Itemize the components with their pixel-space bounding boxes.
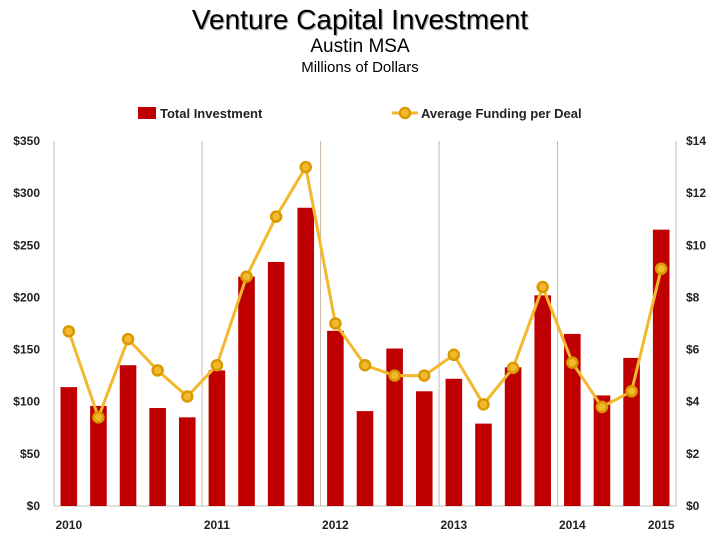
legend: Total Investment Average Funding per Dea… [138,106,582,121]
bar-total-investment [267,261,285,506]
x-tick-label: 2015 [648,518,675,532]
bar-total-investment [208,370,226,506]
x-tick-label: 2014 [559,518,586,532]
bar-total-investment [415,391,433,506]
chart-subtitle: Austin MSA [310,36,410,57]
point-average-funding [358,358,372,372]
point-average-funding [625,385,638,398]
y-left-tick-label: $350 [13,134,40,148]
point-average-funding [92,411,105,424]
bar-total-investment [90,405,107,506]
point-average-funding [654,262,668,275]
point-average-funding [536,280,549,294]
x-tick-label: 2013 [441,518,468,532]
legend-label-average-funding: Average Funding per Deal [421,106,582,121]
point-average-funding [299,160,313,174]
y-left-tick-label: $50 [20,447,40,461]
bar-total-investment [297,207,315,506]
legend-swatch-average-funding-marker [398,106,412,120]
chart-titles: Venture Capital Investment Austin MSA Mi… [0,4,720,78]
y-left-tick-label: $200 [13,290,40,304]
x-tick-label: 2011 [204,518,230,532]
y-left-tick-label: $100 [13,395,40,409]
bar-total-investment [238,276,255,506]
point-average-funding [121,332,135,346]
y-left-tick-label: $250 [13,238,40,252]
bar-total-investment [356,411,374,506]
y-right-tick-label: $6 [686,343,700,357]
legend-swatch-total-investment [138,107,156,119]
point-average-funding [506,361,520,375]
bar-total-investment [504,367,522,506]
y-right-tick-label: $10 [686,238,706,252]
point-average-funding [566,356,579,369]
bar-total-investment [149,407,166,506]
point-average-funding [477,398,490,411]
bar-total-investment [178,417,196,506]
y-left-tick-label: $0 [27,499,41,513]
bar-total-investment [475,423,492,506]
bar-total-investment [386,348,403,506]
point-average-funding [388,369,401,382]
y-left-tick-label: $300 [13,186,40,200]
bar-total-investment [445,378,463,506]
bar-total-investment [119,365,137,506]
y-right-tick-label: $14 [686,134,706,148]
x-tick-label: 2010 [55,518,82,532]
point-average-funding [181,390,194,403]
y-right-tick-label: $2 [686,447,700,461]
chart-title: Venture Capital Investment [191,4,529,35]
point-average-funding [269,210,283,223]
point-average-funding [447,348,461,362]
point-average-funding [417,369,431,382]
legend-label-total-investment: Total Investment [160,106,263,121]
chart-units: Millions of Dollars [301,59,419,76]
y-left-tick-label: $150 [13,343,40,357]
point-average-funding [595,400,609,414]
y-right-tick-label: $4 [686,395,700,409]
bar-total-investment [327,330,344,506]
y-right-tick-label: $0 [686,499,700,513]
bar-total-investment [564,333,581,506]
point-average-funding [210,358,224,372]
y-right-tick-label: $8 [686,290,700,304]
bar-total-investment [60,387,78,506]
point-average-funding [329,317,342,330]
plot-area: $0 $50 $100 $150 $200 $250 $300 $350 $0 $2 $4 $6 $8 $… [13,134,706,532]
point-average-funding [62,325,76,338]
bar-total-investment [534,295,552,506]
point-average-funding [151,364,164,377]
bar-total-investment [652,229,670,506]
point-average-funding [240,270,253,283]
x-tick-label: 2012 [322,518,349,532]
bar-total-investment [593,395,611,506]
y-right-tick-label: $12 [686,186,706,200]
bar-total-investment [623,357,640,506]
